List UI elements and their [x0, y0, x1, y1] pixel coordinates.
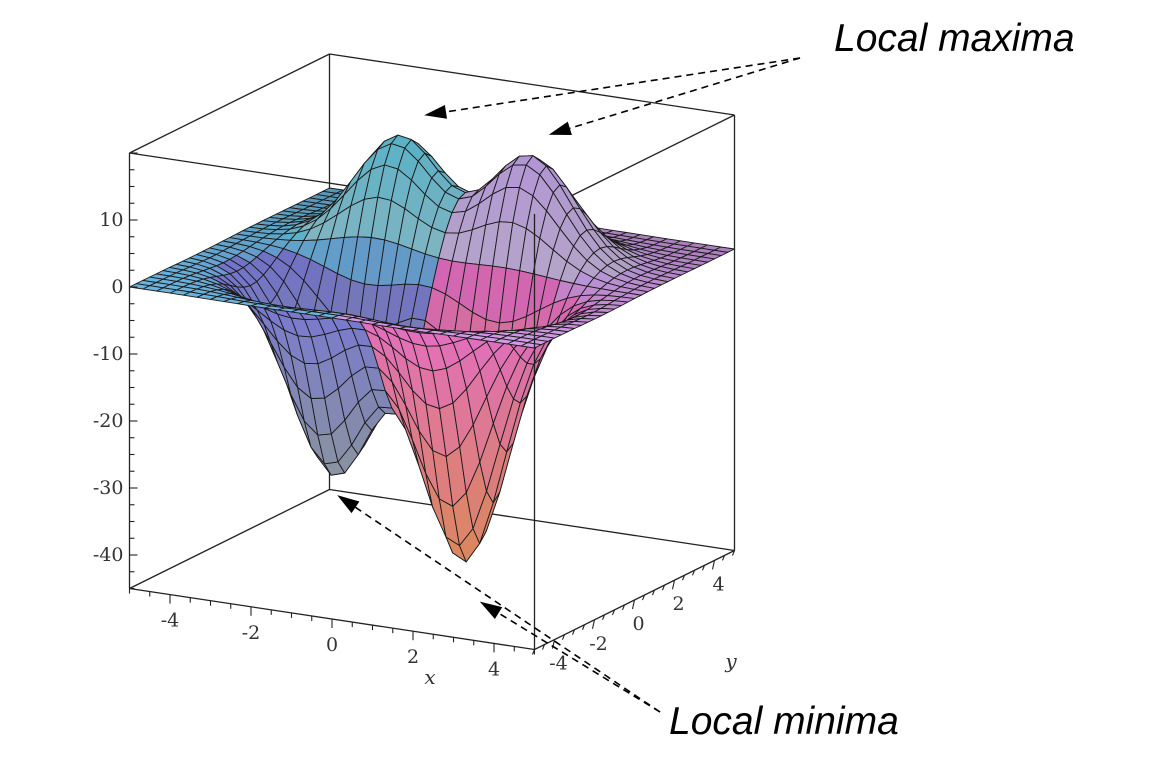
y-axis-tick: [611, 609, 616, 616]
local-minima-annotation: Local minima: [669, 700, 899, 743]
y-axis-tick: [601, 614, 606, 621]
y-axis-label: y: [724, 649, 737, 673]
y-axis-tick-label: 2: [672, 593, 684, 615]
y-axis-tick: [581, 624, 586, 630]
z-axis-tick-label: 0: [111, 276, 123, 298]
x-axis-tick-label: 0: [326, 634, 338, 656]
x-axis-label: x: [424, 665, 435, 689]
y-axis-tick-label: -4: [549, 653, 568, 675]
box-edge: [329, 488, 735, 552]
minima-arrow-line: [355, 506, 661, 713]
annotation-arrows: [337, 57, 801, 713]
x-axis-tick-label: -4: [161, 610, 180, 632]
y-axis-tick: [671, 580, 676, 590]
y-axis-tick: [681, 575, 686, 581]
surface-patch: [520, 342, 542, 349]
maxima-arrow-head: [548, 121, 572, 135]
surface-mesh: [129, 134, 735, 563]
z-axis-tick-label: -40: [93, 544, 124, 566]
y-axis-tick: [651, 589, 656, 596]
x-axis-tick-label: 4: [488, 658, 500, 680]
z-axis-tick-label: -20: [93, 410, 124, 432]
y-axis-tick: [561, 634, 566, 640]
y-axis-tick: [661, 584, 666, 591]
maxima-arrow-head: [424, 104, 448, 119]
box-edge: [329, 53, 735, 116]
y-axis-tick: [691, 570, 696, 576]
x-axis-tick-label: -2: [242, 622, 261, 644]
y-axis-tick: [641, 594, 646, 601]
minima-arrow-head: [337, 495, 360, 514]
y-axis-tick: [721, 555, 726, 561]
y-axis-tick: [541, 644, 546, 650]
z-axis-tick-label: -10: [93, 343, 124, 365]
minima-arrow-head: [479, 601, 503, 620]
y-axis-tick: [571, 629, 576, 635]
x-axis-tick-label: 2: [407, 646, 419, 668]
minima-arrow-line: [498, 612, 661, 713]
y-axis-tick: [591, 619, 596, 629]
y-axis-tick-label: 4: [712, 573, 724, 595]
maxima-arrow-line: [445, 57, 801, 113]
local-maxima-annotation: Local maxima: [834, 17, 1075, 60]
y-axis-tick: [731, 550, 736, 556]
z-axis-tick-label: 10: [99, 209, 123, 231]
y-axis-tick-label: 0: [632, 613, 644, 635]
box-edge: [129, 53, 330, 154]
maxima-arrow-line: [569, 57, 801, 130]
y-axis-tick: [711, 560, 716, 570]
box-edge: [129, 488, 330, 590]
y-axis-tick-label: -2: [589, 633, 608, 655]
y-axis-tick: [631, 599, 636, 610]
y-axis-tick: [701, 565, 706, 571]
z-axis-tick-label: -30: [93, 477, 124, 499]
y-axis-tick: [621, 604, 626, 611]
y-axis-tick: [531, 649, 536, 655]
